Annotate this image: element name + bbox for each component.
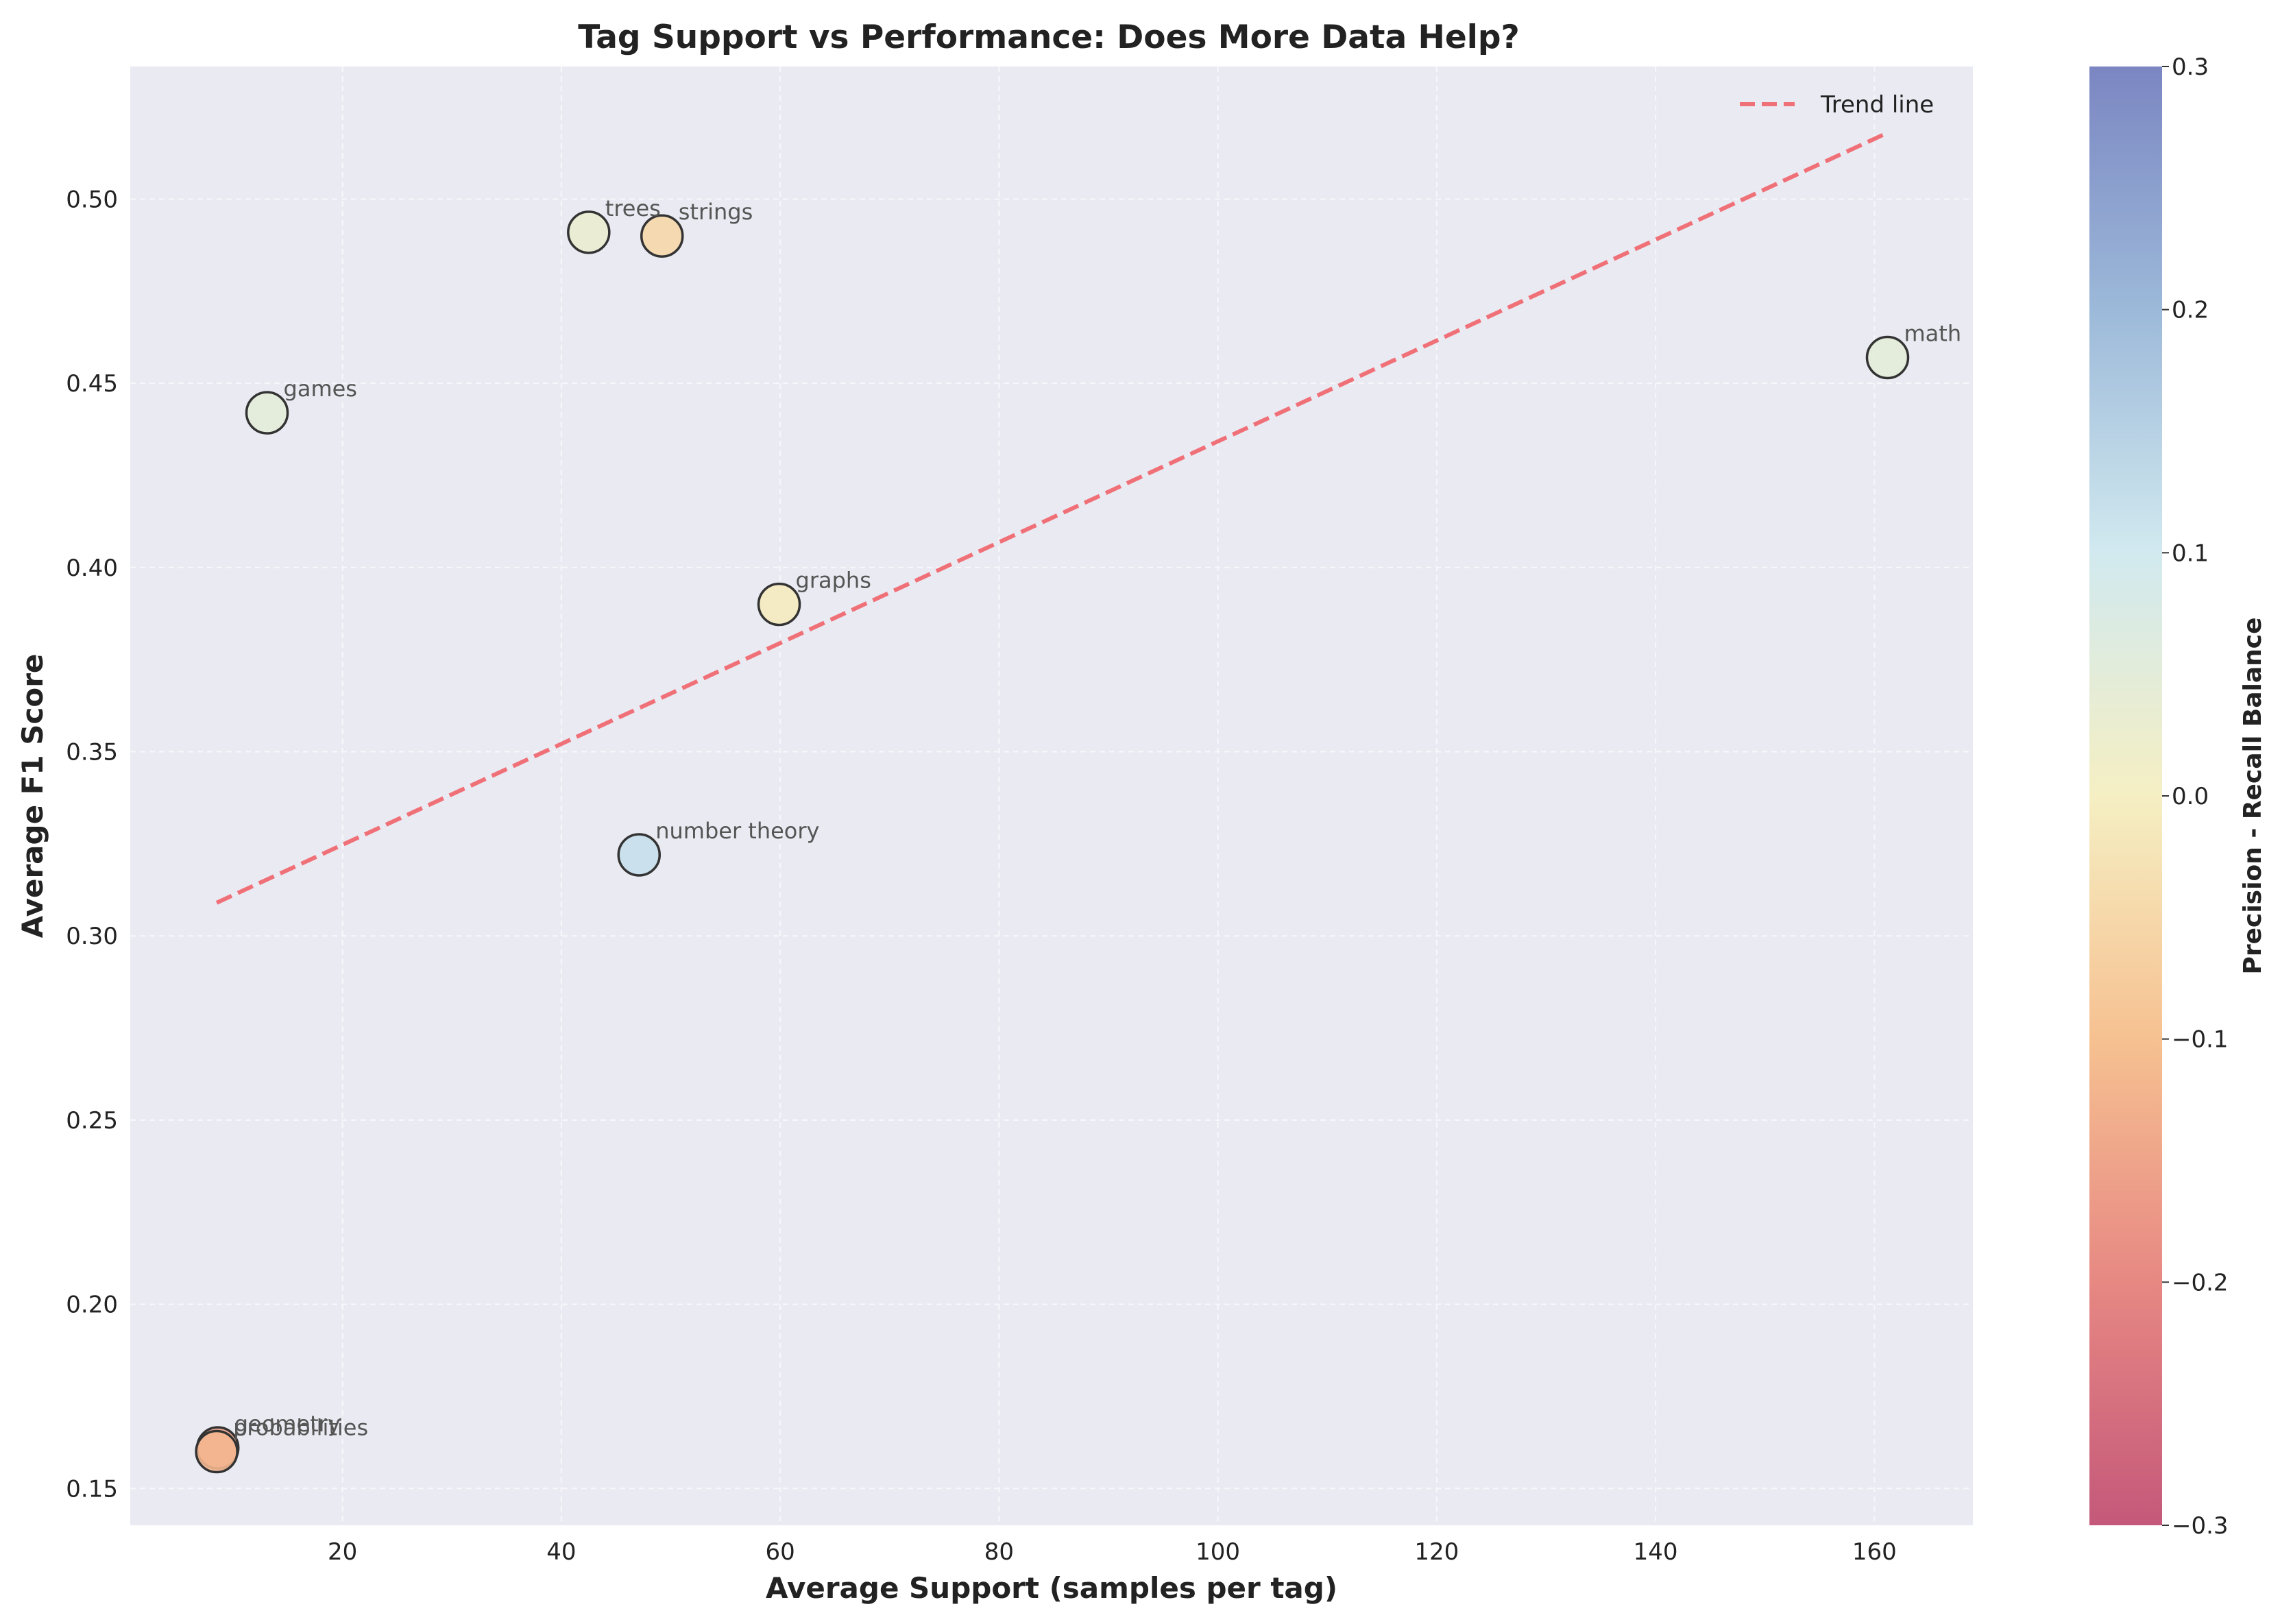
- x-tick-label: 20: [328, 1538, 357, 1566]
- x-tick-label: 160: [1852, 1538, 1897, 1566]
- point-label: probabilities: [233, 1415, 368, 1441]
- data-point: [567, 210, 611, 254]
- x-axis-label: Average Support (samples per tag): [766, 1571, 1337, 1605]
- legend: Trend line: [1740, 91, 1934, 119]
- y-tick-label: 0.30: [66, 923, 118, 950]
- colorbar-tick-label: −0.3: [2172, 1512, 2229, 1540]
- x-tick-label: 100: [1196, 1538, 1240, 1566]
- colorbar-tick-label: 0.2: [2172, 297, 2209, 324]
- point-label: graphs: [796, 568, 871, 594]
- y-tick-label: 0.20: [66, 1292, 118, 1319]
- x-tick-label: 140: [1634, 1538, 1678, 1566]
- colorbar-label: Precision - Recall Balance: [2239, 617, 2267, 974]
- trend-line: [215, 131, 1889, 905]
- data-point: [617, 833, 661, 877]
- trend-line-group: [215, 131, 1889, 905]
- point-label: strings: [679, 199, 753, 225]
- colorbar-tick-label: −0.1: [2172, 1026, 2229, 1054]
- x-tick-label: 60: [766, 1538, 795, 1566]
- point-label: trees: [605, 195, 661, 221]
- legend-entry-trend-line: Trend line: [1820, 91, 1934, 119]
- y-axis-ticks: 0.15 0.20 0.25 0.30 0.35 0.40 0.45 0.50: [66, 186, 118, 1503]
- colorbar-tick-label: 0.0: [2172, 783, 2209, 810]
- x-axis-ticks: 20 40 60 80 100 120 140 160: [328, 1538, 1897, 1566]
- x-tick-label: 80: [984, 1538, 1014, 1566]
- colorbar: [2089, 66, 2162, 1525]
- y-tick-label: 0.35: [66, 739, 118, 766]
- colorbar-ticks: −0.3 −0.2 −0.1 0.0 0.1 0.2 0.3: [2162, 53, 2229, 1540]
- data-point: [757, 582, 801, 627]
- data-point: [640, 214, 684, 258]
- x-tick-label: 120: [1414, 1538, 1459, 1566]
- data-point: [1865, 335, 1910, 380]
- point-label: number theory: [655, 818, 819, 844]
- x-tick-label: 40: [546, 1538, 576, 1566]
- plot-area: [130, 66, 1973, 1525]
- grid-lines: [130, 66, 1973, 1525]
- y-tick-label: 0.25: [66, 1107, 118, 1135]
- y-axis-label: Average F1 Score: [16, 654, 49, 938]
- point-label: math: [1904, 321, 1961, 347]
- y-tick-label: 0.45: [66, 370, 118, 398]
- data-point: [245, 391, 289, 435]
- data-point: [195, 1429, 239, 1474]
- colorbar-tick-label: 0.1: [2172, 540, 2209, 567]
- colorbar-tick-label: −0.2: [2172, 1269, 2229, 1296]
- chart-title: Tag Support vs Performance: Does More Da…: [578, 19, 1520, 56]
- y-tick-label: 0.15: [66, 1475, 118, 1503]
- point-labels: trees strings math games graphs number theory…: [233, 195, 1961, 1441]
- data-points: [195, 210, 1910, 1474]
- point-label: geometry: [234, 1411, 341, 1437]
- y-tick-label: 0.50: [66, 186, 118, 213]
- colorbar-tick-label: 0.3: [2172, 53, 2209, 81]
- y-tick-label: 0.40: [66, 555, 118, 582]
- point-label: games: [284, 376, 357, 402]
